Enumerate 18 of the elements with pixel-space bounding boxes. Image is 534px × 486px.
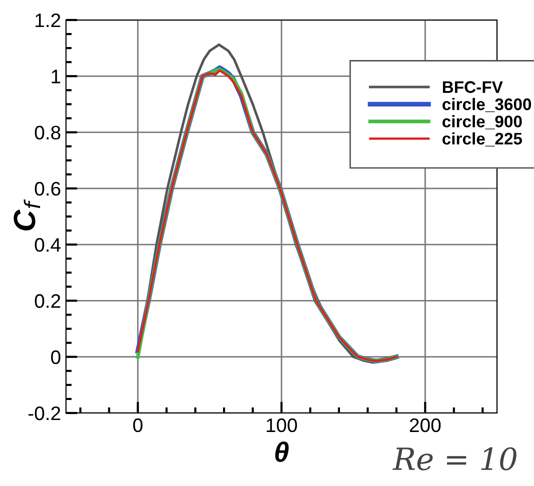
y-tick-label: 0 [51, 350, 60, 364]
legend-label: circle_225 [442, 132, 522, 146]
y-tick-label: 1.2 [36, 13, 60, 28]
y-axis-title: C$_{f}$ [14, 199, 40, 230]
y-tick-label: 0.8 [34, 126, 60, 140]
y-tick-label: 0.2 [34, 294, 60, 308]
y-tick-label: 0.6 [34, 182, 60, 196]
text: Re = 10 [392, 447, 516, 470]
legend-label: circle_900 [442, 115, 522, 130]
legend-label: circle_3600 [442, 98, 532, 112]
x-tick-label: 200 [410, 418, 441, 432]
x-axis-title: θ [275, 442, 289, 462]
x-tick-label: 0 [133, 418, 142, 432]
legend-label: BFC-FV [442, 81, 503, 93]
x-tick-label: 100 [266, 418, 297, 432]
y-tick-label: 1 [52, 70, 60, 84]
y-tick-label: 0.4 [34, 238, 61, 252]
y-tick-label: -0.2 [28, 406, 60, 420]
